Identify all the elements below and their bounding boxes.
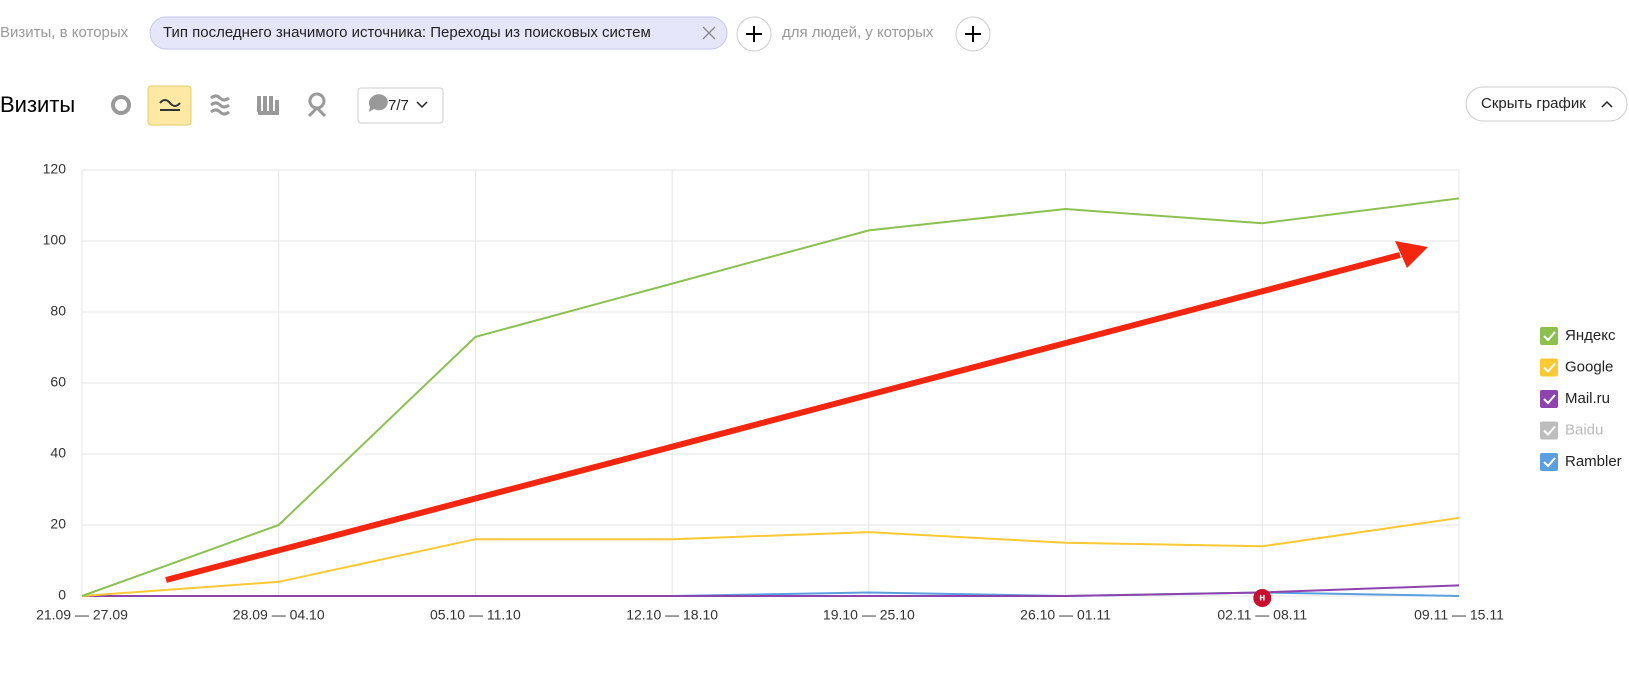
x-tick-label: 19.10 — 25.10 [823,607,915,623]
people-label: для людей, у которых [782,24,934,41]
chart-type-area[interactable] [210,94,230,116]
line-icon [159,99,181,111]
x-tick-label: 02.11 — 08.11 [1217,607,1307,623]
legend-swatch[interactable] [1540,358,1558,377]
y-tick-label: 60 [50,374,66,390]
series-line [81,197,1460,597]
comments-count: 7/7 [388,97,409,114]
x-tick-label: 05.10 — 11.10 [430,607,521,623]
legend-label: Яндекс [1565,327,1616,344]
x-tick-label: 26.10 — 01.11 [1020,607,1111,623]
section-title: Визиты [0,92,75,117]
y-tick-label: 20 [50,516,66,532]
legend-check [1543,331,1556,342]
x-tick-label: 21.09 — 27.09 [36,607,128,623]
legend-label: Mail.ru [1565,390,1610,407]
hide-chart-button[interactable] [1465,86,1628,122]
y-tick-label: 100 [43,232,67,248]
filter-prefix: Визиты, в которых [0,24,129,41]
chart-type-bars[interactable] [257,96,279,115]
chart-type-map[interactable] [307,92,327,118]
legend-check [1543,425,1556,436]
y-tick-label: 40 [50,445,66,461]
plus-icon [746,26,762,42]
x-tick-label: 12.10 — 18.10 [626,607,718,623]
trend-arrowhead [1395,241,1428,268]
chevron [416,101,428,109]
legend-swatch[interactable] [1540,390,1558,408]
chart: 21.09 — 27.09 28.09 — 04.10 05.10 — 11.10 1… [36,161,1622,623]
trend-arrow [165,252,1401,583]
event-marker-label: н [1259,593,1265,604]
series-line [81,516,1460,597]
hide-chart-text: Скрыть график [1481,95,1586,112]
y-tick-label: 0 [58,587,66,603]
legend-label: Google [1565,358,1613,375]
series-line [82,584,1460,597]
x-tick-label: 28.09 — 04.10 [233,607,325,623]
legend-check [1543,362,1556,373]
legend-label: Rambler [1565,453,1622,470]
filter-chip-text: Тип последнего значимого источника: Пере… [163,24,651,41]
chart-type-line-active[interactable] [147,85,192,126]
y-tick-label: 80 [50,303,66,319]
chevron [1601,100,1613,108]
event-marker[interactable] [1253,589,1272,607]
legend-swatch[interactable] [1540,327,1558,345]
chip-close-icon[interactable] [702,26,716,40]
plus-icon [965,26,981,42]
y-tick-label: 120 [43,161,67,177]
legend-check [1543,457,1556,468]
filter-chip[interactable] [149,16,728,50]
legend-label: Baidu [1565,421,1603,438]
legend-check [1543,394,1556,405]
x-tick-label: 09.11 — 15.11 [1414,607,1504,623]
chart-type-pie[interactable] [111,95,131,115]
legend-swatch[interactable] [1540,453,1558,471]
legend-swatch[interactable] [1540,421,1558,440]
comment-icon [368,94,388,112]
